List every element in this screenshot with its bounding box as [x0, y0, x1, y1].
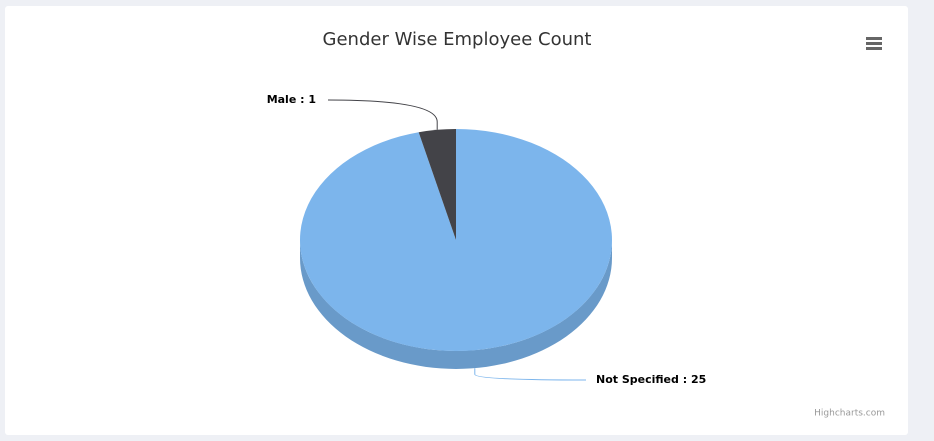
chart-title: Gender Wise Employee Count: [323, 29, 592, 50]
slice-side: [300, 240, 612, 369]
data-label: Male : 1: [267, 93, 316, 106]
slice: [300, 129, 612, 352]
connector: [474, 368, 587, 381]
menu-button[interactable]: [862, 31, 886, 53]
connector: [327, 99, 438, 130]
credits[interactable]: Highcharts.com: [814, 409, 885, 419]
slice: [418, 129, 456, 240]
data-label: Not Specified : 25: [596, 373, 706, 386]
menu-bar: [866, 37, 882, 40]
menu-bar: [866, 42, 882, 45]
menu-bar: [866, 47, 882, 50]
